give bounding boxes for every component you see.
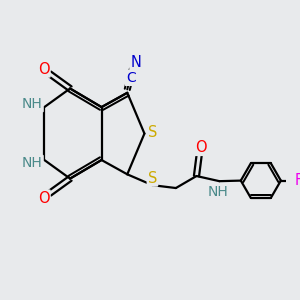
Text: NH: NH <box>208 185 228 199</box>
Text: NH: NH <box>22 156 43 170</box>
Text: S: S <box>148 124 157 140</box>
Text: S: S <box>148 170 157 185</box>
Text: N: N <box>130 55 141 70</box>
Text: O: O <box>195 140 207 155</box>
Text: NH: NH <box>22 97 43 111</box>
Text: O: O <box>38 61 50 76</box>
Text: O: O <box>38 190 50 206</box>
Text: F: F <box>295 173 300 188</box>
Text: C: C <box>126 71 136 85</box>
